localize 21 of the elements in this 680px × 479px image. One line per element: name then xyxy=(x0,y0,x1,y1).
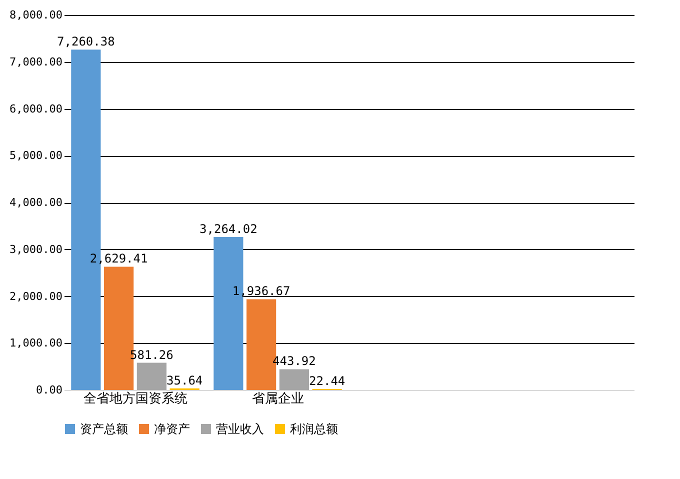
legend-label: 净资产 xyxy=(154,422,190,436)
x-tick-label: 省属企业 xyxy=(252,392,304,406)
y-tick-label: 8,000.00 xyxy=(10,8,62,22)
x-tick-label: 全省地方国资系统 xyxy=(83,390,188,406)
data-label: 22.44 xyxy=(309,374,346,388)
y-tick-label: 3,000.00 xyxy=(10,242,62,256)
y-tick-label: 5,000.00 xyxy=(10,149,62,162)
legend-label: 营业收入 xyxy=(216,422,264,436)
y-tick-label: 1,000.00 xyxy=(10,336,62,350)
data-label: 3,264.02 xyxy=(200,222,258,236)
data-label: 35.64 xyxy=(166,373,203,388)
legend-label: 利润总额 xyxy=(290,422,338,436)
y-tick-label: 7,000.00 xyxy=(10,55,62,68)
y-tick-label: 6,000.00 xyxy=(10,102,62,116)
legend-label: 资产总额 xyxy=(80,422,128,436)
y-tick-label: 2,000.00 xyxy=(10,290,62,303)
data-label: 7,260.38 xyxy=(57,34,115,49)
y-tick-label: 0.00 xyxy=(36,384,62,396)
y-tick-label: 4,000.00 xyxy=(10,196,62,209)
bar xyxy=(279,369,309,390)
bar xyxy=(136,362,166,390)
